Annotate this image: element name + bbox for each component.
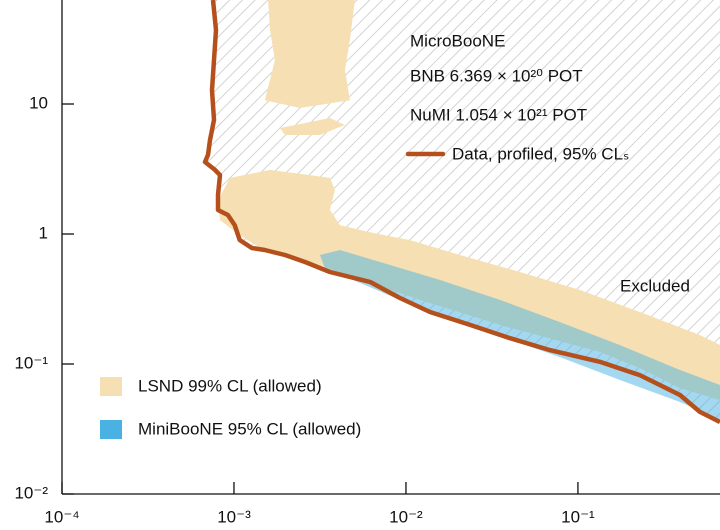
annotation: MicroBooNE [410,31,505,50]
legend-label: MiniBooNE 95% CL (allowed) [138,419,361,438]
allowed-region [264,0,355,108]
x-tick-label: 10⁻⁴ [44,507,79,526]
legend-swatch [100,420,122,439]
legend-label: Data, profiled, 95% CLₛ [452,144,629,163]
annotation: BNB 6.369 × 10²⁰ POT [410,66,583,85]
annotation: NuMI 1.054 × 10²¹ POT [410,105,587,124]
exclusion-line [202,0,720,425]
legend-label: LSND 99% CL (allowed) [138,376,322,395]
y-tick-label: 1 [39,223,48,242]
annotation: Excluded [620,276,690,295]
allowed-region [279,118,345,135]
plot-area [202,0,720,425]
x-tick-label: 10⁻² [389,507,423,526]
axes: 10⁻⁴ 10⁻³ 10⁻² 10⁻¹ 10⁻² 10⁻¹ 1 10 [14,0,720,526]
legend: LSND 99% CL (allowed) MiniBooNE 95% CL (a… [100,144,629,439]
y-tick-label: 10⁻¹ [14,353,48,372]
x-tick-label: 10⁻¹ [561,507,595,526]
y-tick-label: 10 [29,93,48,112]
legend-swatch [100,377,122,396]
y-tick-label: 10⁻² [14,483,48,502]
allowed-region [319,250,720,420]
x-tick-label: 10⁻³ [217,507,251,526]
